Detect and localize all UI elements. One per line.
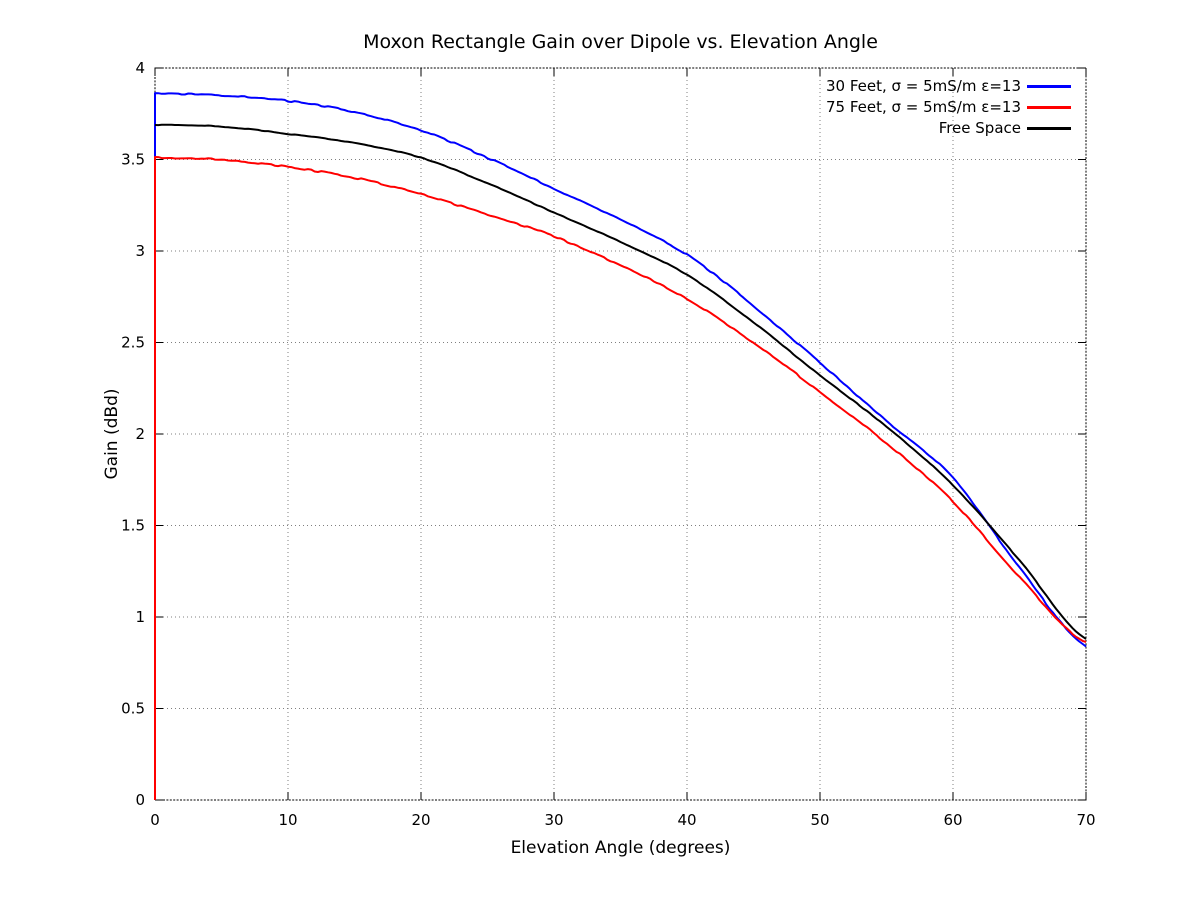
legend-line-sample	[1027, 105, 1071, 109]
series-line-2	[154, 156, 1087, 800]
x-tick-label: 50	[810, 811, 829, 829]
y-axis-label: Gain (dBd)	[102, 388, 122, 480]
series-line-3	[154, 123, 1087, 640]
y-tick-label: 1.5	[121, 517, 145, 535]
y-tick-label: 4	[135, 59, 145, 77]
y-tick-label: 0	[135, 791, 145, 809]
legend-line-sample	[1027, 84, 1071, 88]
legend-item-2: 75 Feet, σ = 5mS/m ε=13	[826, 97, 1071, 117]
x-tick-label: 20	[411, 811, 430, 829]
x-tick-label: 0	[150, 811, 160, 829]
x-axis-label: Elevation Angle (degrees)	[510, 838, 731, 858]
x-tick-label: 60	[943, 811, 962, 829]
x-tick-label: 40	[677, 811, 696, 829]
x-tick-label: 10	[278, 811, 297, 829]
legend-label: 30 Feet, σ = 5mS/m ε=13	[825, 77, 1021, 95]
x-tick-label: 70	[1076, 811, 1095, 829]
plot-border	[154, 67, 1087, 801]
legend-item-1: 30 Feet, σ = 5mS/m ε=13	[826, 76, 1071, 96]
x-tick-label: 30	[544, 811, 563, 829]
y-tick-label: 1	[135, 608, 145, 626]
legend: 30 Feet, σ = 5mS/m ε=13 75 Feet, σ = 5mS/…	[826, 76, 1071, 138]
legend-label: 75 Feet, σ = 5mS/m ε=13	[825, 98, 1021, 116]
legend-label: Free Space	[938, 119, 1021, 137]
y-tick-label: 2.5	[121, 334, 145, 352]
legend-line-sample	[1027, 126, 1071, 130]
chart-title: Moxon Rectangle Gain over Dipole vs. Ele…	[363, 31, 878, 53]
y-tick-label: 0.5	[121, 700, 145, 718]
series-line-1	[154, 92, 1087, 800]
y-tick-label: 3.5	[121, 151, 145, 169]
y-tick-label: 3	[135, 242, 145, 260]
y-tick-label: 2	[135, 425, 145, 443]
legend-item-3: Free Space	[939, 118, 1071, 138]
